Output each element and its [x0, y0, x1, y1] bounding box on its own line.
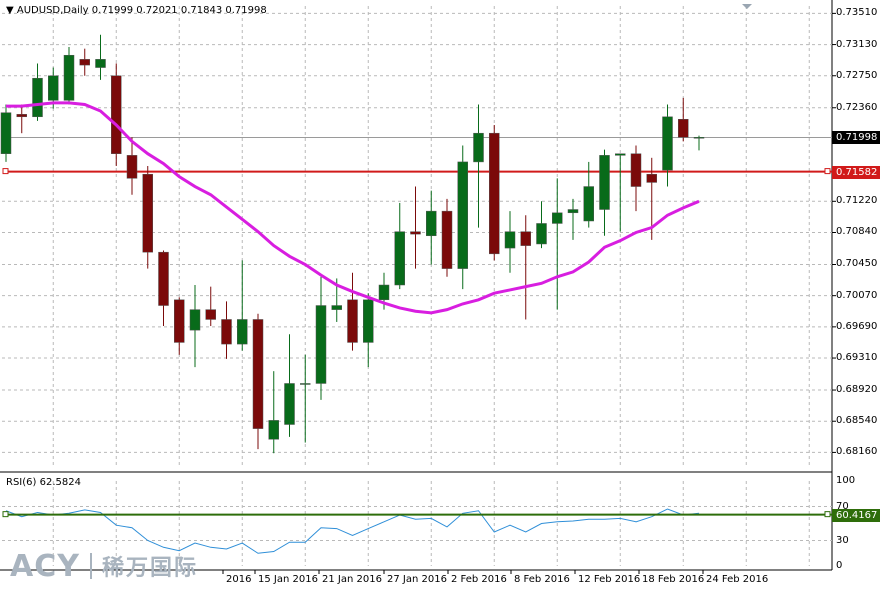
- bull-candle: [363, 299, 374, 343]
- bull-candle: [693, 137, 705, 139]
- bear-candle: [158, 251, 169, 306]
- collapse-triangle-icon[interactable]: ▼: [6, 5, 14, 16]
- chart-shift-marker-icon: [742, 4, 752, 9]
- logo-brand-cn: 稀万国际: [101, 556, 198, 581]
- bear-candle: [221, 319, 232, 345]
- bull-candle: [426, 210, 437, 237]
- bull-candle: [331, 305, 342, 310]
- rsi-tick-label: 100: [836, 475, 856, 486]
- date-tick-label: 15 Jan 2016: [258, 574, 318, 585]
- date-tick-label: 12 Feb 2016: [578, 574, 641, 585]
- bull-candle: [284, 383, 295, 425]
- logo-brand: ACY: [10, 548, 80, 584]
- price-tick-label: 0.69310: [836, 352, 878, 364]
- logo-divider: [89, 553, 92, 579]
- bull-candle: [567, 209, 579, 214]
- bull-candle: [457, 161, 468, 269]
- bull-candle: [378, 284, 390, 301]
- price-tick-label: 0.70840: [836, 226, 878, 238]
- bull-candle: [189, 309, 201, 331]
- bull-candle: [599, 155, 610, 210]
- bull-candle: [237, 319, 248, 345]
- bull-candle: [268, 420, 279, 440]
- rsi-tick-label: 0: [836, 560, 843, 571]
- rsi-level-handle: [2, 511, 9, 518]
- current-price-tag: 0.71998: [832, 131, 880, 145]
- bear-candle: [347, 299, 358, 343]
- bull-candle: [0, 112, 12, 154]
- date-tick-label: 21 Jan 2016: [322, 574, 382, 585]
- price-tick-label: 0.68540: [836, 415, 878, 427]
- level-line-handle: [824, 168, 831, 175]
- rsi-tick-label: 70: [836, 500, 849, 512]
- bear-candle: [205, 309, 216, 320]
- price-tick-label: 0.72750: [836, 69, 878, 81]
- bull-candle: [583, 186, 594, 222]
- date-tick-label: 2016: [226, 574, 252, 585]
- bull-candle: [63, 54, 75, 101]
- date-tick-label: 18 Feb 2016: [642, 574, 705, 585]
- rsi-line: [5, 508, 700, 554]
- date-tick-label: 2 Feb 2016: [451, 574, 507, 585]
- level-price-tag: 0.71582: [832, 165, 880, 179]
- bear-candle: [79, 59, 90, 66]
- bull-candle: [473, 132, 484, 163]
- bear-candle: [489, 132, 500, 255]
- bear-candle: [441, 210, 453, 269]
- date-tick-label: 24 Feb 2016: [706, 574, 769, 585]
- bear-candle: [142, 173, 153, 253]
- level-line-handle: [2, 168, 9, 175]
- price-tick-label: 0.68160: [836, 446, 878, 458]
- rsi-level-tag: 60.4167: [832, 508, 880, 522]
- bull-candle: [536, 223, 547, 245]
- bear-candle: [16, 114, 27, 118]
- bear-candle: [111, 75, 122, 154]
- symbol-info: AUDUSD,Daily 0.71999 0.72021 0.71843 0.7…: [16, 5, 267, 16]
- bull-candle: [315, 305, 327, 384]
- rsi-tick-label: 30: [836, 534, 849, 546]
- bear-candle: [410, 231, 421, 235]
- rsi-title: RSI(6) 62.5824: [6, 477, 81, 488]
- price-tick-label: 0.70450: [836, 258, 878, 270]
- bull-candle: [662, 116, 673, 171]
- rsi-level-handle: [824, 511, 831, 518]
- bear-candle: [252, 319, 264, 429]
- bull-candle: [552, 212, 563, 224]
- bear-candle: [646, 173, 657, 183]
- bull-candle: [48, 75, 59, 101]
- price-tick-label: 0.70070: [836, 289, 878, 301]
- moving-average-line: [6, 101, 700, 315]
- price-tick-label: 0.73130: [836, 38, 878, 50]
- date-tick-label: 27 Jan 2016: [387, 574, 447, 585]
- bull-candle: [394, 231, 405, 286]
- bull-candle: [615, 153, 626, 156]
- bull-candle: [504, 231, 516, 249]
- price-tick-label: 0.73510: [836, 7, 878, 19]
- date-tick-label: 8 Feb 2016: [514, 574, 570, 585]
- symbol-header: ▼ AUDUSD,Daily 0.71999 0.72021 0.71843 0…: [6, 5, 267, 17]
- price-tick-label: 0.69690: [836, 320, 878, 332]
- bear-candle: [126, 155, 138, 179]
- bear-candle: [630, 153, 642, 187]
- bull-candle: [95, 59, 106, 68]
- price-tick-label: 0.71220: [836, 195, 878, 207]
- price-tick-label: 0.72360: [836, 101, 878, 113]
- bear-candle: [678, 118, 689, 138]
- bear-candle: [520, 231, 531, 246]
- bull-candle: [32, 77, 43, 118]
- bear-candle: [174, 299, 185, 343]
- watermark-logo: ACY 稀万国际: [10, 548, 198, 584]
- bull-candle: [300, 383, 311, 385]
- price-tick-label: 0.68920: [836, 384, 878, 396]
